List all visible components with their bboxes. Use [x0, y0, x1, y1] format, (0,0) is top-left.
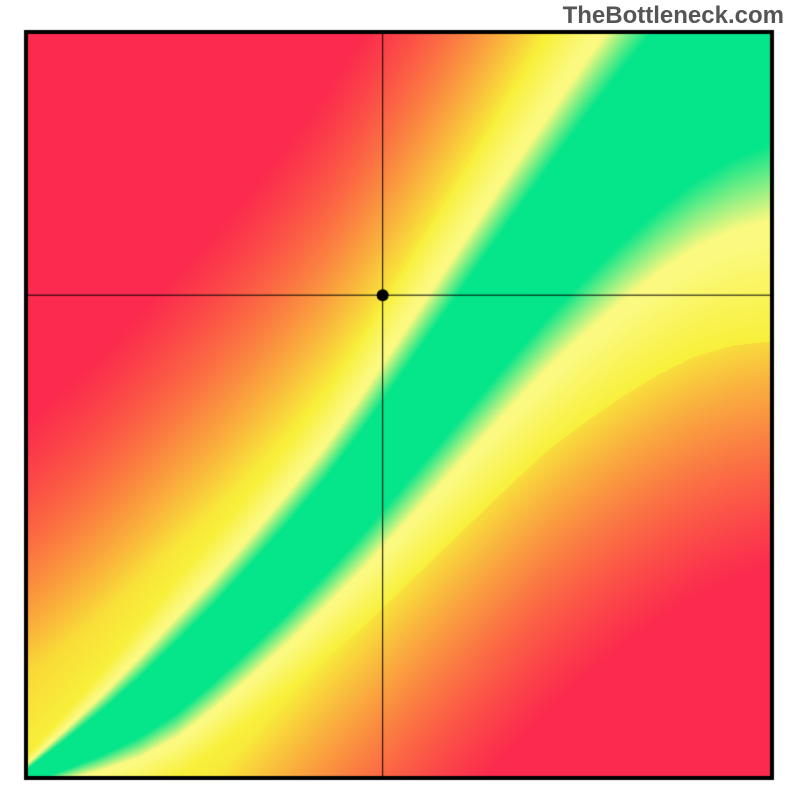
- chart-container: TheBottleneck.com: [0, 0, 800, 800]
- bottleneck-heatmap: [0, 0, 800, 800]
- watermark-text: TheBottleneck.com: [563, 2, 784, 30]
